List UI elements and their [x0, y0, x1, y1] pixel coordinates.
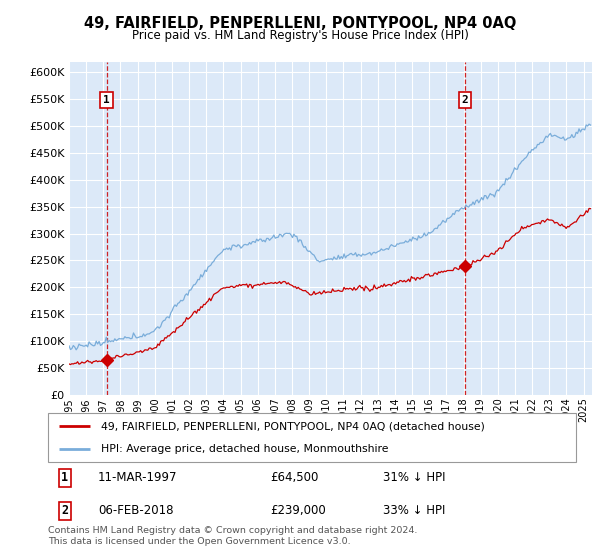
Text: 2: 2: [61, 504, 68, 517]
Text: 31% ↓ HPI: 31% ↓ HPI: [383, 471, 446, 484]
Text: Price paid vs. HM Land Registry's House Price Index (HPI): Price paid vs. HM Land Registry's House …: [131, 29, 469, 42]
Text: £64,500: £64,500: [270, 471, 318, 484]
Text: Contains HM Land Registry data © Crown copyright and database right 2024.
This d: Contains HM Land Registry data © Crown c…: [48, 526, 418, 546]
Text: HPI: Average price, detached house, Monmouthshire: HPI: Average price, detached house, Monm…: [101, 444, 388, 454]
Text: 49, FAIRFIELD, PENPERLLENI, PONTYPOOL, NP4 0AQ (detached house): 49, FAIRFIELD, PENPERLLENI, PONTYPOOL, N…: [101, 421, 485, 431]
Text: 11-MAR-1997: 11-MAR-1997: [98, 471, 178, 484]
Text: 2: 2: [462, 95, 469, 105]
Text: 33% ↓ HPI: 33% ↓ HPI: [383, 504, 446, 517]
Text: 1: 1: [103, 95, 110, 105]
Text: 1: 1: [61, 471, 68, 484]
Text: £239,000: £239,000: [270, 504, 326, 517]
Text: 06-FEB-2018: 06-FEB-2018: [98, 504, 173, 517]
Text: 49, FAIRFIELD, PENPERLLENI, PONTYPOOL, NP4 0AQ: 49, FAIRFIELD, PENPERLLENI, PONTYPOOL, N…: [84, 16, 516, 31]
